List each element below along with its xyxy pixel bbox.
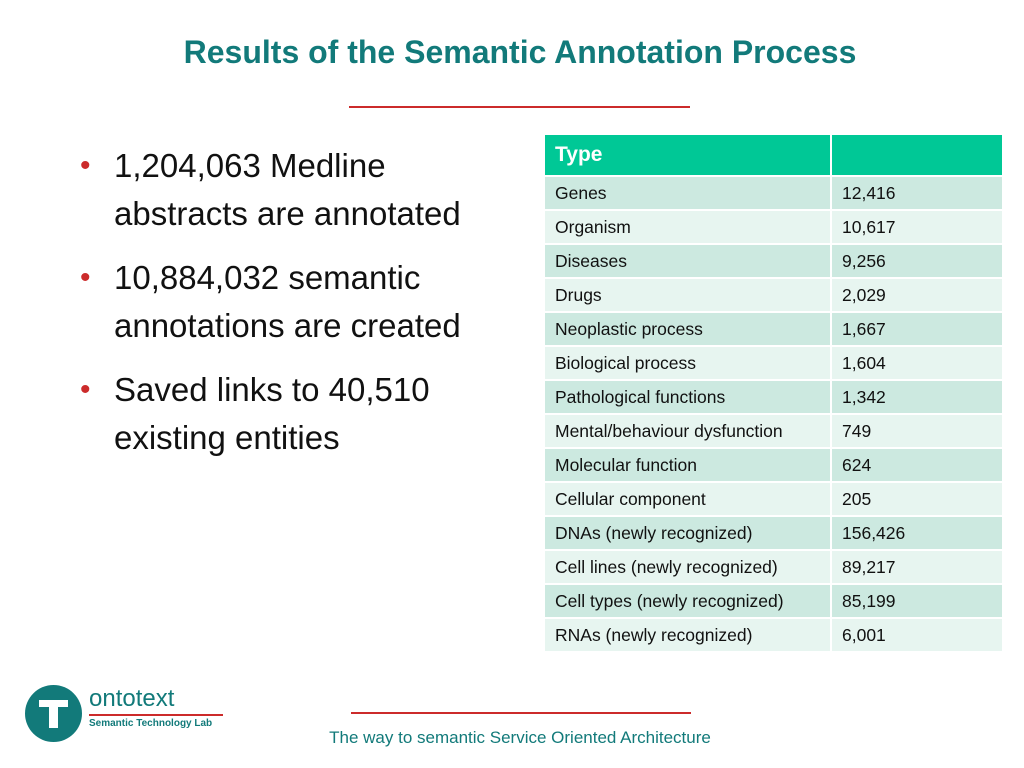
table-cell-count: 2,029 — [830, 277, 1004, 313]
logo-name: ontotext — [89, 685, 175, 712]
table-row: Genes 12,416 — [543, 175, 1004, 211]
table-cell-count: 9,256 — [830, 243, 1004, 279]
table-cell-type: Pathological functions — [543, 379, 832, 415]
table-row: Cellular component 205 — [543, 481, 1004, 517]
table-cell-type: RNAs (newly recognized) — [543, 617, 832, 653]
bullet-item: • 1,204,063 Medline abstracts are annota… — [78, 142, 518, 238]
bullet-text: Saved links to 40,510 existing entities — [114, 371, 430, 456]
table-header-count — [830, 133, 1004, 177]
table-row: Drugs 2,029 — [543, 277, 1004, 313]
table-header-row: Type — [543, 133, 1004, 177]
footer-divider — [351, 712, 691, 714]
bullet-text: 1,204,063 Medline abstracts are annotate… — [114, 147, 461, 232]
logo-divider — [89, 714, 223, 716]
bullet-item: • 10,884,032 semantic annotations are cr… — [78, 254, 518, 350]
table-cell-type: DNAs (newly recognized) — [543, 515, 832, 551]
table-row: DNAs (newly recognized) 156,426 — [543, 515, 1004, 551]
table-row: Organism 10,617 — [543, 209, 1004, 245]
table-cell-count: 89,217 — [830, 549, 1004, 585]
table-row: Mental/behaviour dysfunction 749 — [543, 413, 1004, 449]
table-cell-count: 10,617 — [830, 209, 1004, 245]
annotation-type-table: Type Genes 12,416 Organism 10,617 Diseases 9,… — [543, 133, 1004, 653]
table-row: Molecular function 624 — [543, 447, 1004, 483]
table-row: Diseases 9,256 — [543, 243, 1004, 279]
table-cell-count: 624 — [830, 447, 1004, 483]
table-cell-count: 12,416 — [830, 175, 1004, 211]
bullet-dot-icon: • — [80, 261, 91, 294]
table-cell-count: 1,604 — [830, 345, 1004, 381]
bullet-text: 10,884,032 semantic annotations are crea… — [114, 259, 461, 344]
table-cell-count: 1,342 — [830, 379, 1004, 415]
bullet-dot-icon: • — [80, 373, 91, 406]
table-cell-count: 205 — [830, 481, 1004, 517]
table-row: Pathological functions 1,342 — [543, 379, 1004, 415]
table-cell-count: 749 — [830, 413, 1004, 449]
table-cell-type: Genes — [543, 175, 832, 211]
bullet-dot-icon: • — [80, 149, 91, 182]
table-cell-type: Organism — [543, 209, 832, 245]
table-cell-type: Biological process — [543, 345, 832, 381]
table-cell-count: 6,001 — [830, 617, 1004, 653]
table-row: Biological process 1,604 — [543, 345, 1004, 381]
bullet-list: • 1,204,063 Medline abstracts are annota… — [78, 142, 518, 478]
table-row: RNAs (newly recognized) 6,001 — [543, 617, 1004, 653]
slide-title: Results of the Semantic Annotation Proce… — [183, 34, 857, 70]
table-cell-type: Drugs — [543, 277, 832, 313]
logo-subtitle: Semantic Technology Lab — [89, 718, 213, 729]
ontotext-logo: ontotext Semantic Technology Lab — [25, 685, 225, 745]
table-cell-type: Molecular function — [543, 447, 832, 483]
table-row: Cell types (newly recognized) 85,199 — [543, 583, 1004, 619]
table-cell-type: Mental/behaviour dysfunction — [543, 413, 832, 449]
bullet-item: • Saved links to 40,510 existing entitie… — [78, 366, 518, 462]
footer-text: The way to semantic Service Oriented Arc… — [329, 728, 711, 747]
table-cell-type: Cellular component — [543, 481, 832, 517]
table-cell-count: 85,199 — [830, 583, 1004, 619]
table-cell-count: 1,667 — [830, 311, 1004, 347]
table-row: Cell lines (newly recognized) 89,217 — [543, 549, 1004, 585]
table-row: Neoplastic process 1,667 — [543, 311, 1004, 347]
table-cell-type: Diseases — [543, 243, 832, 279]
table-cell-type: Neoplastic process — [543, 311, 832, 347]
title-divider — [349, 106, 690, 108]
table-cell-count: 156,426 — [830, 515, 1004, 551]
table-cell-type: Cell lines (newly recognized) — [543, 549, 832, 585]
table-body: Genes 12,416 Organism 10,617 Diseases 9,256 Dr… — [543, 175, 1004, 653]
table-cell-type: Cell types (newly recognized) — [543, 583, 832, 619]
logo-circle-icon — [25, 685, 82, 742]
table-header-type: Type — [543, 133, 832, 177]
